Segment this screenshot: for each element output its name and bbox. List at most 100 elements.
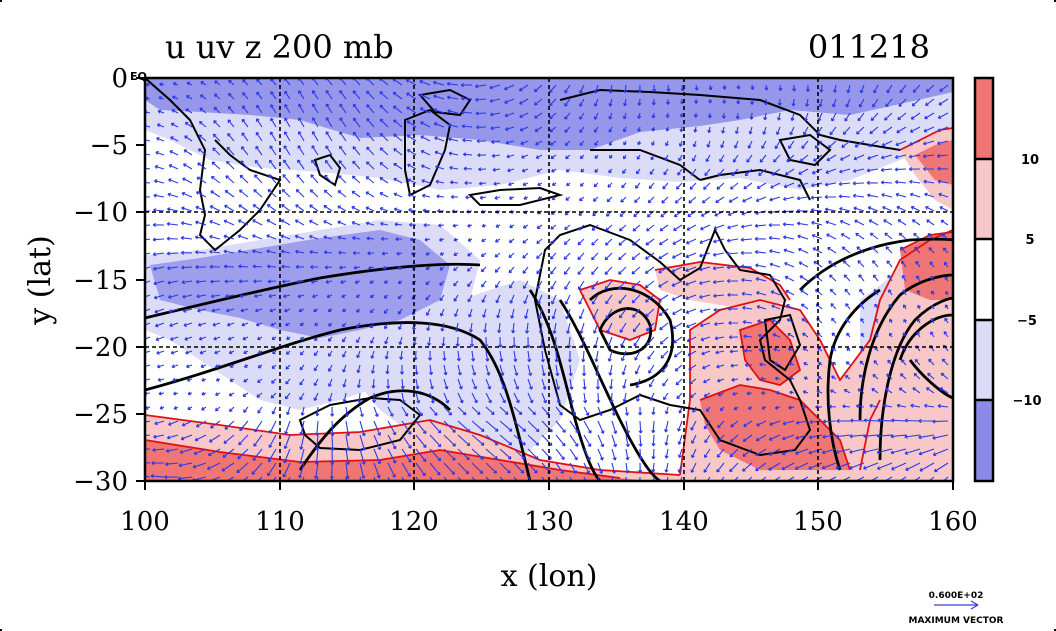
wind-vector: [622, 112, 627, 120]
wind-vector: [352, 160, 361, 170]
wind-vector: [285, 350, 291, 355]
wind-vector: [756, 290, 767, 296]
wind-vector: [371, 378, 376, 389]
wind-vector: [784, 261, 795, 268]
wind-vector: [832, 84, 838, 93]
wind-vector: [925, 84, 935, 93]
wind-vector: [788, 405, 795, 410]
wind-vector: [858, 374, 865, 380]
wind-vector: [774, 140, 781, 150]
wind-vector: [406, 149, 417, 156]
wind-vector: [351, 190, 361, 198]
wind-vector: [658, 280, 669, 288]
wind-vector: [423, 223, 431, 228]
wind-vector: [928, 476, 935, 481]
wind-vector: [365, 191, 375, 198]
wind-vector: [895, 140, 907, 147]
wind-vector: [267, 448, 277, 463]
wind-vector: [210, 279, 221, 284]
wind-vector: [223, 234, 235, 240]
wind-vector: [898, 476, 907, 481]
wind-vector: [876, 448, 893, 455]
wind-vector: [328, 350, 333, 357]
wind-vector: [238, 189, 249, 198]
wind-vector: [384, 350, 389, 360]
wind-vector: [844, 375, 851, 380]
wind-vector: [243, 406, 249, 413]
wind-vector: [583, 448, 591, 461]
wind-vector: [664, 448, 669, 459]
wind-vector: [197, 148, 207, 156]
wind-vector: [497, 322, 502, 334]
wind-vector: [679, 112, 684, 118]
wind-vector: [373, 448, 382, 465]
wind-vector: [721, 112, 726, 119]
wind-vector: [226, 322, 235, 327]
wind-vector: [196, 294, 207, 299]
wind-vector: [284, 392, 291, 400]
wind-vector: [924, 192, 935, 198]
colorbar-swatch-mid-low: [975, 320, 993, 400]
wind-vector: [651, 420, 656, 434]
wind-vector: [536, 266, 543, 275]
wind-vector: [381, 251, 389, 256]
wind-vector: [842, 126, 851, 135]
wind-vector: [673, 224, 683, 231]
wind-vector: [299, 420, 305, 436]
wind-vector: [594, 350, 599, 363]
wind-vector: [171, 109, 179, 114]
wind-vector: [909, 140, 921, 146]
wind-vector: [151, 461, 165, 466]
wind-vector: [345, 434, 351, 451]
wind-vector: [651, 406, 656, 415]
wind-vector: [499, 448, 512, 460]
wind-vector: [359, 462, 366, 479]
wind-vector: [457, 406, 467, 416]
wind-vector: [876, 434, 893, 439]
wind-vector: [538, 322, 543, 334]
wind-vector: [393, 162, 403, 170]
wind-vector: [268, 174, 277, 184]
wind-vector: [209, 264, 221, 269]
wind-vector: [555, 420, 566, 433]
wind-vector: [925, 387, 935, 394]
y-tick-label: −15: [73, 266, 128, 296]
wind-vector: [824, 207, 837, 212]
wind-vector: [846, 347, 851, 352]
wind-vector: [890, 448, 907, 455]
wind-vector: [690, 462, 697, 473]
wind-vector: [182, 177, 193, 184]
wind-vector: [457, 392, 464, 404]
wind-vector: [639, 476, 641, 481]
wind-vector: [522, 224, 529, 229]
wind-vector: [693, 112, 698, 118]
wind-vector: [435, 165, 445, 170]
wind-vector: [508, 195, 515, 200]
wind-vector: [555, 378, 561, 390]
wind-vector: [944, 304, 949, 310]
wind-vector: [272, 476, 277, 481]
wind-vector: [637, 84, 642, 93]
wind-vector: [845, 317, 851, 324]
wind-vector: [406, 106, 417, 114]
wind-vector: [197, 308, 207, 313]
wind-vector: [727, 306, 739, 311]
wind-vector: [327, 364, 333, 372]
wind-vector: [366, 90, 375, 100]
wind-vector: [798, 168, 809, 175]
wind-vector: [401, 420, 412, 435]
wind-vector: [611, 406, 616, 416]
wind-vector: [592, 308, 599, 320]
wind-vector: [768, 434, 781, 441]
wind-vector: [622, 168, 627, 174]
wind-vector: [324, 159, 333, 170]
wind-vector: [741, 277, 753, 283]
wind-vector: [604, 252, 613, 261]
wind-vector: [268, 294, 277, 299]
wind-vector: [651, 434, 656, 447]
y-tick-label: −5: [90, 131, 128, 161]
wind-vector: [701, 350, 711, 356]
wind-vector: [426, 322, 431, 332]
wind-vector: [299, 350, 305, 356]
shade-neg-dark-central: [150, 230, 450, 338]
